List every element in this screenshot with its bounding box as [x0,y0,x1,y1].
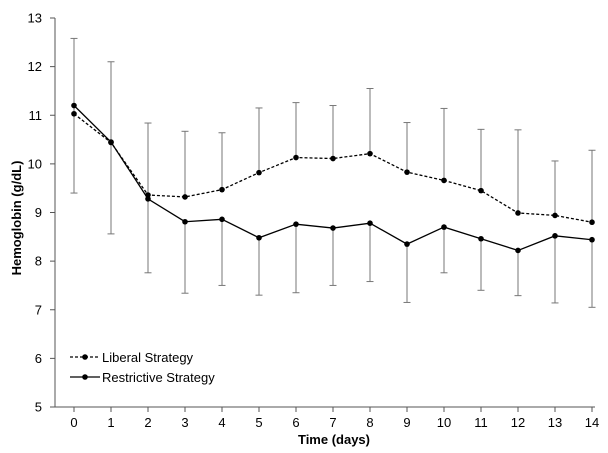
x-tick-label: 13 [548,415,562,430]
y-tick-label: 8 [35,254,42,269]
data-point-restrictive [478,235,484,242]
x-tick-label: 5 [255,415,262,430]
data-point-liberal [219,186,225,193]
x-tick-label: 4 [218,415,225,430]
y-tick-label: 13 [28,11,42,26]
data-point-liberal [330,155,336,162]
data-point-restrictive [108,139,114,145]
data-point-liberal [293,154,299,161]
data-point-liberal [256,169,262,176]
data-point-restrictive [182,218,188,225]
y-tick-label: 6 [35,351,42,366]
x-tick-label: 8 [366,415,373,430]
x-axis-title: Time (days) [298,432,370,447]
data-point-liberal [367,150,373,157]
y-axis-title: Hemoglobin (g/dL) [9,161,24,276]
axes [50,17,595,412]
error-bars [70,37,596,308]
y-tick-label: 7 [35,302,42,317]
data-point-restrictive [219,216,225,223]
data-point-restrictive [330,225,336,231]
legend-marker-liberal [82,354,88,360]
x-tick-labels: 0 1 2 3 4 5 6 7 8 9 10 11 12 13 14 [70,415,599,430]
data-point-restrictive [404,241,410,247]
y-tick-label: 5 [35,400,42,415]
data-point-restrictive [256,234,262,241]
series-line-liberal [73,113,593,223]
x-tick-label: 2 [144,415,151,430]
y-tick-label: 10 [28,156,42,171]
data-point-restrictive [367,220,373,226]
data-point-liberal [145,192,151,198]
legend-item-liberal: Liberal Strategy [70,350,194,365]
x-tick-label: 0 [70,415,77,430]
data-point-liberal [515,210,521,216]
legend-label-restrictive: Restrictive Strategy [102,370,215,385]
x-tick-label: 1 [107,415,114,430]
data-point-restrictive [589,236,595,243]
data-point-liberal [589,219,595,226]
data-point-restrictive [145,196,151,202]
y-tick-label: 11 [29,108,43,123]
x-tick-label: 9 [403,415,410,430]
data-point-restrictive [552,233,558,239]
legend-marker-restrictive [82,374,88,380]
data-point-restrictive [71,102,77,109]
data-point-liberal [404,169,410,175]
data-point-restrictive [441,224,447,230]
x-tick-label: 10 [437,415,451,430]
y-tick-label: 12 [28,59,42,74]
x-tick-label: 6 [292,415,299,430]
data-point-liberal [478,187,484,194]
x-tick-label: 14 [585,415,599,430]
data-point-liberal [71,110,77,117]
legend-item-restrictive: Restrictive Strategy [70,370,215,385]
data-point-liberal [552,212,558,219]
data-point-restrictive [515,247,521,254]
series-markers [71,102,595,254]
data-point-liberal [441,177,447,184]
x-tick-label: 12 [511,415,525,430]
legend: Liberal Strategy Restrictive Strategy [70,350,215,385]
data-point-liberal [182,194,188,200]
y-tick-label: 9 [35,205,42,220]
data-point-restrictive [293,221,299,227]
y-tick-labels: 5 6 7 8 9 10 11 12 13 [28,11,42,415]
x-tick-label: 3 [181,415,188,430]
legend-label-liberal: Liberal Strategy [102,350,194,365]
x-tick-label: 11 [474,415,488,430]
x-tick-label: 7 [329,415,336,430]
